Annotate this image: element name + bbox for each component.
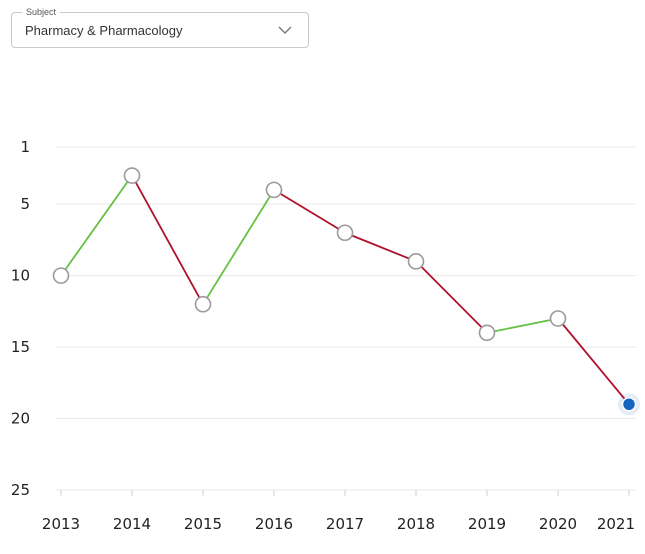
x-tick-label: 2019 [468, 515, 506, 533]
data-point[interactable] [407, 253, 425, 270]
segment-down [131, 175, 204, 305]
x-tick-label: 2020 [539, 515, 577, 533]
segment-up [202, 189, 275, 305]
x-tick-label: 2015 [184, 515, 222, 533]
x-tick-label: 2017 [326, 515, 364, 533]
data-point[interactable] [336, 224, 354, 242]
segment-down [415, 260, 488, 334]
segment-down [344, 231, 417, 263]
subject-value: Pharmacy & Pharmacology [25, 23, 183, 38]
segment-down [557, 317, 630, 405]
subject-select[interactable]: Subject Pharmacy & Pharmacology [11, 6, 309, 48]
data-point[interactable] [123, 167, 141, 184]
x-tick-label: 2016 [255, 515, 293, 533]
x-tick-label: 2021 [597, 515, 635, 533]
data-point[interactable] [52, 267, 70, 284]
data-point[interactable] [549, 310, 567, 327]
current-data-point[interactable] [621, 397, 637, 412]
x-tick-label: 2013 [42, 515, 80, 533]
y-tick-label: 10 [11, 267, 30, 285]
y-tick-label: 20 [11, 410, 30, 428]
segment-down [273, 189, 346, 234]
y-tick-label: 25 [11, 481, 30, 499]
data-point[interactable] [478, 324, 496, 342]
x-tick-label: 2014 [113, 515, 151, 533]
y-tick-label: 5 [20, 195, 30, 213]
x-tick-label: 2018 [397, 515, 435, 533]
data-point[interactable] [265, 181, 283, 199]
segment-up [486, 317, 559, 334]
subject-label: Subject [22, 6, 61, 18]
segment-up [60, 175, 133, 277]
data-point[interactable] [194, 295, 212, 313]
y-tick-label: 1 [20, 138, 30, 156]
y-tick-label: 15 [11, 338, 30, 356]
chevron-down-icon [278, 26, 292, 34]
